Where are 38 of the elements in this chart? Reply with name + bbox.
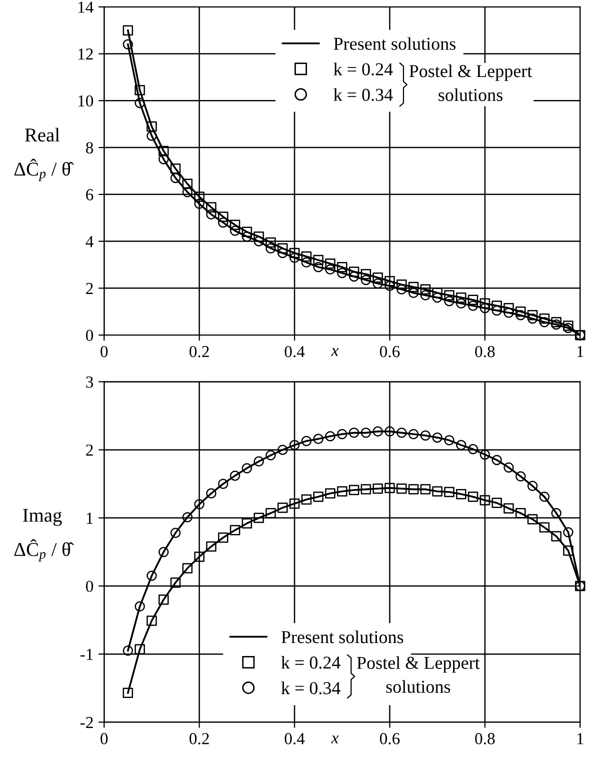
legend-label: k = 0.24 [334, 62, 393, 76]
annotation: Postel & Leppert solutions [356, 656, 480, 693]
y-tick-label: 3 [86, 376, 94, 388]
legend-label: k = 0.34 [281, 682, 340, 694]
y-axis-title: Imag ΔĈ$_{p}$ / θ̂ [14, 508, 74, 562]
x-axis-title: x [331, 736, 339, 744]
y-tick-label: 4 [86, 236, 94, 248]
legend-label: k = 0.24 [281, 656, 340, 669]
x-tick-label: 0.2 [190, 733, 209, 744]
legend-label: Present solutions [281, 630, 404, 644]
y-tick-label: 10 [78, 95, 94, 107]
x-tick-label: 1 [577, 733, 584, 744]
x-tick-label: 0.6 [380, 346, 400, 358]
x-tick-label: 0 [100, 733, 108, 744]
y-tick-label: 8 [86, 142, 94, 154]
x-tick-label: 0.8 [475, 346, 495, 358]
x-tick-label: 0 [100, 346, 108, 358]
y-axis-title: Real ΔĈ$_{p}$ / θ̂ [14, 128, 74, 182]
annotation: Postel & Leppert solutions [409, 64, 532, 102]
x-tick-label: 0.6 [380, 733, 400, 744]
x-tick-label: 0.8 [475, 733, 495, 744]
y-tick-label: 2 [86, 282, 93, 294]
x-axis-title: x [331, 348, 339, 356]
x-tick-label: 1 [577, 346, 584, 358]
y-tick-label: 14 [78, 2, 94, 13]
legend-label: Present solutions [334, 37, 456, 50]
y-tick-label: 12 [78, 48, 93, 60]
x-tick-label: 0.4 [284, 346, 305, 358]
x-tick-label: 0.2 [190, 346, 209, 358]
y-tick-label: -1 [80, 648, 93, 660]
y-tick-label: 0 [86, 330, 94, 342]
y-tick-label: -2 [80, 716, 93, 728]
y-tick-label: 0 [86, 580, 94, 592]
legend-label: k = 0.34 [334, 88, 393, 101]
y-tick-label: 6 [86, 189, 94, 200]
y-tick-label: 2 [86, 444, 93, 456]
x-tick-label: 0.4 [284, 733, 305, 744]
y-tick-label: 1 [86, 512, 93, 524]
